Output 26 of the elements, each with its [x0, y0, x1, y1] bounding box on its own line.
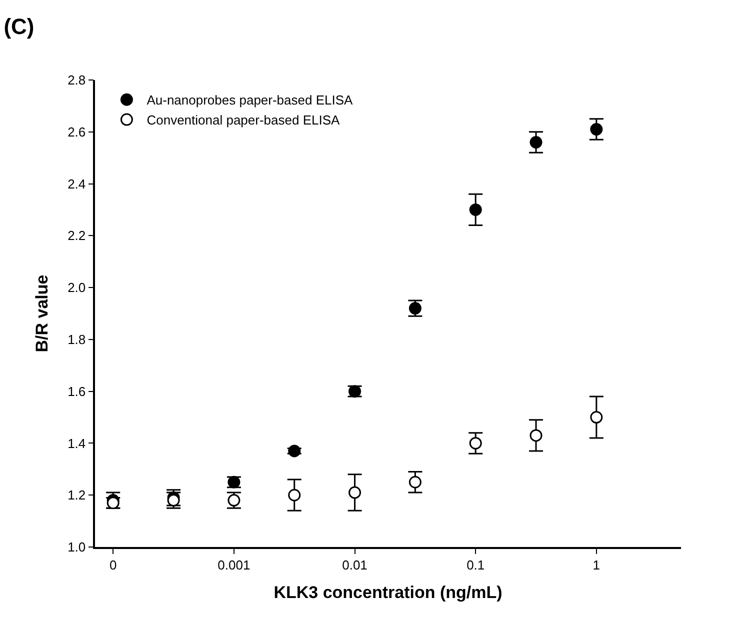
y-tick-label: 2.0 [68, 280, 86, 296]
x-axis-title: KLK3 concentration (ng/mL) [274, 583, 502, 602]
point [288, 488, 301, 502]
x-tick-label: 0 [110, 557, 117, 572]
legend-label: Au-nanoprobes paper-based ELISA [146, 92, 354, 108]
x-tick-label: 1 [592, 557, 600, 572]
legend-label: Conventional paper-based ELISA [146, 112, 340, 128]
y-tick-label: 1.0 [68, 540, 86, 555]
point [348, 486, 362, 499]
y-tick-label: 1.6 [68, 384, 86, 399]
y-tick-label: 1.2 [68, 488, 86, 503]
y-tick-label: 2.4 [68, 176, 86, 192]
x-tick-label: 0.1 [466, 557, 485, 572]
point [590, 411, 603, 424]
y-tick-label: 1.4 [68, 436, 86, 451]
y-tick-label: 2.6 [68, 124, 86, 140]
point [408, 476, 422, 488]
y-tick-label: 2.8 [68, 72, 86, 88]
point [469, 436, 482, 450]
y-tick-label: 2.2 [68, 228, 86, 244]
point [530, 429, 542, 442]
y-tick-label: 1.8 [68, 332, 86, 347]
chart-title: (C) [4, 14, 34, 40]
y-axis-title: B/R value [32, 274, 52, 352]
x-tick-label: 0.01 [342, 557, 368, 572]
x-tick-label: 0.001 [218, 557, 250, 572]
